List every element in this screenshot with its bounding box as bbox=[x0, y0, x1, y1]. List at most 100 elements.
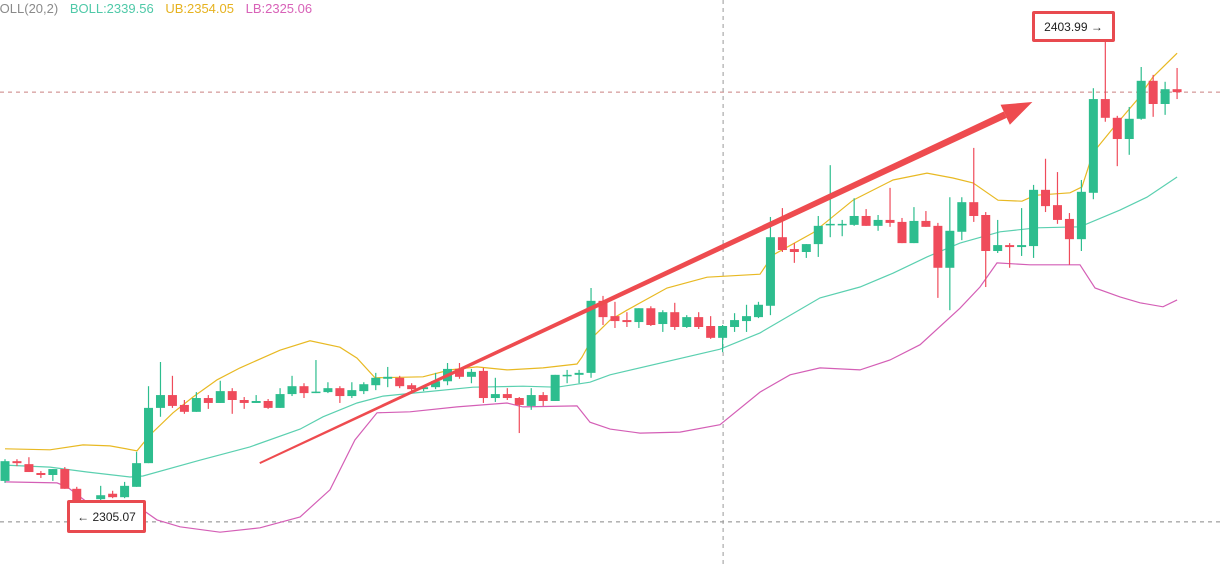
candle-body-up bbox=[48, 469, 58, 475]
candle-body-up bbox=[383, 376, 393, 379]
candle-body-down bbox=[478, 370, 488, 399]
candle-body-down bbox=[36, 473, 46, 475]
candle-body-down bbox=[706, 325, 716, 338]
candle-body-up bbox=[1076, 191, 1086, 240]
candle-body-down bbox=[263, 400, 273, 408]
candle-body-down bbox=[1005, 245, 1015, 248]
candle-body-up bbox=[323, 388, 333, 393]
trend-arrow-head-icon bbox=[1000, 102, 1033, 125]
candle-body-up bbox=[945, 230, 955, 268]
candle-body-up bbox=[658, 312, 668, 325]
candle-body-down bbox=[538, 395, 548, 401]
candle-body-down bbox=[1041, 189, 1051, 207]
candle-body-up bbox=[1136, 80, 1146, 119]
candle-body-up bbox=[1017, 245, 1027, 248]
candle-body-up bbox=[466, 371, 476, 377]
candle-body-up bbox=[562, 374, 572, 377]
candle-body-down bbox=[12, 461, 22, 464]
candle-body-up bbox=[909, 220, 919, 244]
candle-body-up bbox=[742, 316, 752, 322]
candle-body-up bbox=[634, 308, 644, 323]
candle-body-up bbox=[155, 395, 165, 408]
candle-body-up bbox=[550, 374, 560, 401]
candle-body-up bbox=[120, 485, 130, 498]
candle-body-down bbox=[981, 214, 991, 252]
candle-body-up bbox=[431, 381, 441, 388]
candle-body-up bbox=[873, 219, 883, 226]
candle-body-down bbox=[610, 316, 620, 322]
candle-body-down bbox=[167, 395, 177, 406]
candle-body-down bbox=[897, 221, 907, 244]
candle-body-down bbox=[933, 225, 943, 268]
candle-body-down bbox=[502, 394, 512, 399]
legend-ub-value: UB:2354.05 bbox=[165, 1, 234, 16]
indicator-legend: BOLL(20,2) BOLL:2339.56 UB:2354.05 LB:23… bbox=[0, 1, 320, 16]
high-price-label: 2403.99 → bbox=[1032, 11, 1115, 42]
candle-body-up bbox=[251, 400, 261, 403]
candle-body-up bbox=[825, 223, 835, 226]
candle-body-down bbox=[1100, 99, 1110, 118]
low-price-label: ← 2305.07 bbox=[67, 500, 146, 533]
candle-body-down bbox=[598, 300, 608, 318]
candle-body-down bbox=[24, 464, 34, 473]
candle-body-up bbox=[849, 215, 859, 225]
candle-body-down bbox=[1112, 117, 1122, 140]
candle-body-down bbox=[395, 377, 405, 387]
candle-body-down bbox=[1064, 218, 1074, 240]
candle-body-up bbox=[957, 202, 967, 232]
candle-body-up bbox=[371, 377, 381, 386]
candle-body-down bbox=[299, 386, 309, 394]
candle-body-up bbox=[753, 304, 763, 318]
candle-body-down bbox=[861, 215, 871, 226]
candle-body-down bbox=[335, 388, 345, 397]
candle-body-down bbox=[60, 469, 70, 489]
candle-body-up bbox=[574, 372, 584, 375]
candle-body-up bbox=[730, 320, 740, 327]
candle-body-down bbox=[921, 220, 931, 227]
candle-body-down bbox=[789, 249, 799, 252]
candle-body-down bbox=[72, 488, 82, 505]
candle-body-down bbox=[1052, 205, 1062, 220]
candle-body-down bbox=[454, 368, 464, 377]
candle-body-down bbox=[694, 317, 704, 327]
candle-body-up bbox=[132, 463, 142, 487]
candle-body-up bbox=[347, 390, 357, 397]
candle-body-down bbox=[885, 219, 895, 223]
candle-body-up bbox=[275, 394, 285, 408]
candle-body-up bbox=[490, 394, 500, 399]
candle-body-up bbox=[718, 325, 728, 338]
bollinger-middle-band bbox=[4, 176, 1178, 478]
candle-body-down bbox=[1148, 80, 1158, 104]
candle-body-down bbox=[179, 404, 189, 412]
legend-indicator-name: BOLL(20,2) bbox=[0, 1, 59, 16]
candle-body-down bbox=[1172, 89, 1182, 93]
candle-body-up bbox=[1160, 89, 1170, 104]
legend-lb-value: LB:2325.06 bbox=[245, 1, 313, 16]
candle-body-up bbox=[586, 300, 596, 373]
candle-body-down bbox=[514, 398, 524, 405]
low-price-text: ← 2305.07 bbox=[77, 509, 136, 524]
candle-body-up bbox=[215, 391, 225, 403]
candle-body-down bbox=[622, 320, 632, 323]
candle-body-down bbox=[239, 400, 249, 403]
candle-body-up bbox=[287, 386, 297, 395]
candle-body-up bbox=[359, 384, 369, 392]
candle-body-up bbox=[765, 237, 775, 306]
high-price-text: 2403.99 → bbox=[1044, 19, 1103, 34]
candle-body-down bbox=[203, 398, 213, 403]
candle-body-up bbox=[96, 495, 106, 500]
candle-body-up bbox=[1088, 99, 1098, 193]
candle-body-down bbox=[646, 308, 656, 326]
candle-body-up bbox=[526, 395, 536, 406]
candle-body-down bbox=[969, 202, 979, 216]
candle-body-up bbox=[311, 391, 321, 394]
candle-body-up bbox=[993, 245, 1003, 252]
candle-body-up bbox=[191, 398, 201, 412]
candle-body-up bbox=[1124, 118, 1134, 140]
candle-body-up bbox=[801, 244, 811, 252]
candle-body-down bbox=[407, 385, 417, 390]
candle-body-up bbox=[144, 407, 154, 464]
candle-body-down bbox=[227, 391, 237, 400]
candle-body-down bbox=[108, 493, 118, 498]
